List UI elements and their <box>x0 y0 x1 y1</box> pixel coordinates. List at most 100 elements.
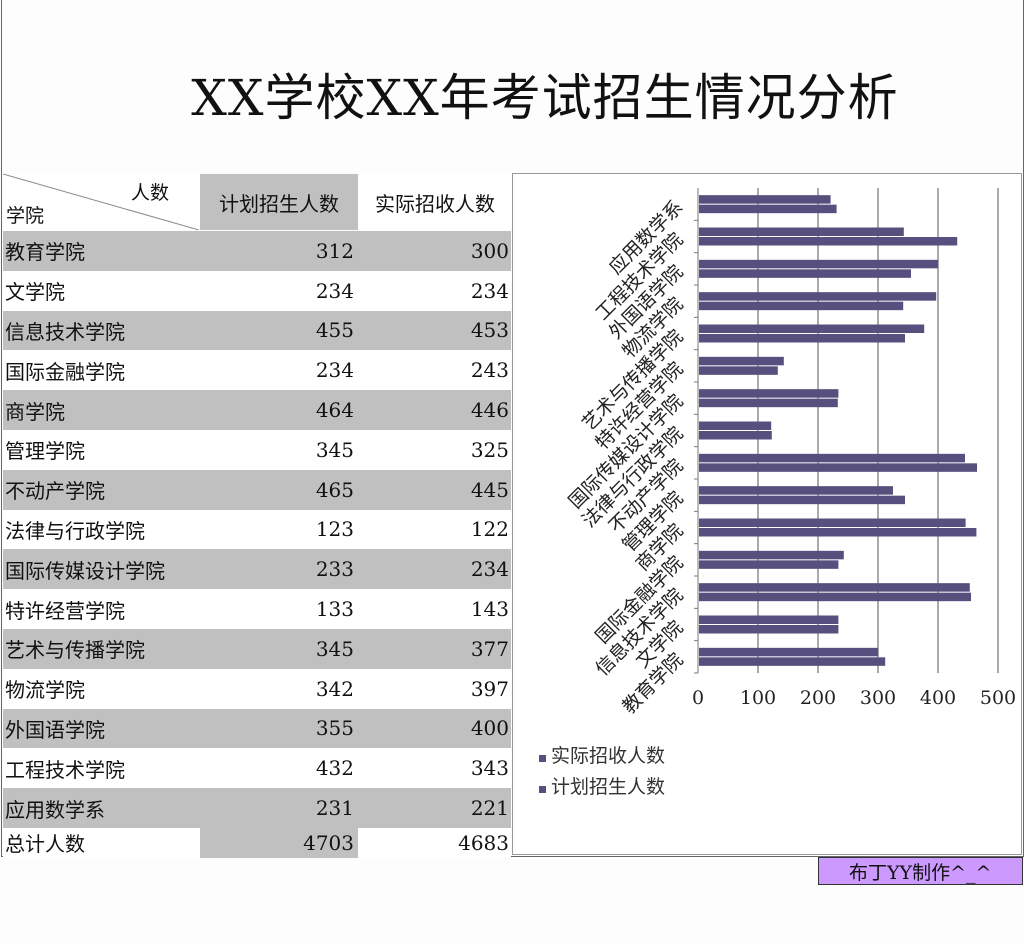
table-row: 艺术与传播学院 345 377 <box>3 628 511 669</box>
legend-swatch <box>539 755 546 762</box>
table-row: 国际金融学院 234 243 <box>3 350 511 391</box>
legend-swatch <box>539 786 546 793</box>
total-actual-cell: 4683 <box>358 827 511 858</box>
bar-actual <box>699 486 893 495</box>
bar-actual <box>699 324 925 333</box>
bar-actual <box>699 550 844 560</box>
bar-actual <box>699 389 839 398</box>
table-row: 国际传媒设计学院 233 234 <box>3 549 511 590</box>
corner-diagonal <box>3 174 199 230</box>
x-tick-label: 500 <box>980 687 1016 709</box>
bar-actual <box>699 227 904 236</box>
plan-count-cell: 464 <box>200 390 358 430</box>
legend-label: 计划招生人数 <box>551 776 665 798</box>
bar-actual <box>699 453 965 463</box>
bar-actual <box>699 583 970 592</box>
credit-badge: 布丁YY制作^_^ <box>818 857 1023 885</box>
bar-plan <box>699 366 778 375</box>
table-row: 特许经营学院 133 143 <box>3 589 511 629</box>
plan-count-cell: 133 <box>200 589 358 629</box>
bar-plan <box>699 560 839 569</box>
bar-actual <box>699 421 772 430</box>
actual-count-cell: 397 <box>358 668 511 709</box>
college-name-cell: 不动产学院 <box>3 469 200 510</box>
actual-count-cell: 377 <box>358 628 511 669</box>
bar-plan <box>699 528 977 537</box>
bar-plan <box>699 301 904 311</box>
bar-actual <box>699 292 937 301</box>
bar-plan <box>699 237 958 246</box>
bar-actual <box>699 259 938 269</box>
table-total-row: 总计人数 4703 4683 <box>3 827 511 858</box>
plan-count-cell: 312 <box>200 231 358 271</box>
actual-count-cell: 234 <box>358 270 511 311</box>
bar-plan <box>699 334 905 343</box>
actual-count-cell: 221 <box>358 788 511 828</box>
plan-count-cell: 355 <box>200 708 358 749</box>
bar-plan <box>699 592 971 602</box>
plan-count-cell: 465 <box>200 469 358 510</box>
plan-count-cell: 234 <box>200 270 358 311</box>
college-name-cell: 法律与行政学院 <box>3 509 200 550</box>
actual-count-cell: 234 <box>358 549 511 590</box>
legend-label: 实际招收人数 <box>551 745 665 767</box>
college-name-cell: 文学院 <box>3 270 200 311</box>
bar-plan <box>699 204 837 214</box>
actual-count-cell: 143 <box>358 589 511 629</box>
bar-actual <box>699 518 966 527</box>
bar-chart: 0 100 200 300 400 500 教育学院 文学院 信息技术学院 国际金融学院 商学院 管理… <box>512 173 1022 855</box>
actual-count-cell: 400 <box>358 708 511 749</box>
total-plan-cell: 4703 <box>200 827 358 858</box>
bar-plan <box>699 463 977 472</box>
actual-count-cell: 325 <box>358 429 511 470</box>
total-label-cell: 总计人数 <box>3 827 200 858</box>
actual-count-cell: 300 <box>358 231 511 271</box>
bar-plan <box>699 398 838 408</box>
bar-actual <box>699 195 831 204</box>
college-name-cell: 艺术与传播学院 <box>3 628 200 669</box>
college-name-cell: 特许经营学院 <box>3 589 200 629</box>
college-name-cell: 工程技术学院 <box>3 748 200 789</box>
x-tick-label: 200 <box>800 687 836 709</box>
table-row: 教育学院 312 300 <box>3 231 511 271</box>
plan-count-cell: 345 <box>200 628 358 669</box>
x-tick-label: 100 <box>740 687 776 709</box>
table-row: 管理学院 345 325 <box>3 429 511 470</box>
bar-plan <box>699 657 886 666</box>
actual-count-cell: 343 <box>358 748 511 789</box>
plan-count-cell: 432 <box>200 748 358 789</box>
college-name-cell: 应用数学系 <box>3 788 200 828</box>
table-row: 应用数学系 231 221 <box>3 788 511 828</box>
bar-plan <box>699 431 772 440</box>
enrollment-table: 教育学院 312 300 文学院 234 234 信息技术学院 455 453 国际金融学院 234… <box>3 231 511 858</box>
table-row: 文学院 234 234 <box>3 270 511 311</box>
page-title: XX学校XX年考试招生情况分析 <box>191 69 899 127</box>
x-tick-label: 300 <box>860 687 896 709</box>
table-row: 工程技术学院 432 343 <box>3 748 511 789</box>
table-row: 商学院 464 446 <box>3 390 511 430</box>
college-name-cell: 外国语学院 <box>3 708 200 749</box>
corner-label-count: 人数 <box>130 182 169 204</box>
plan-count-cell: 342 <box>200 668 358 709</box>
chart-svg: 0 100 200 300 400 500教育学院文学院信息技术学院国际金融学院商学院管理… <box>539 188 1016 798</box>
column-header-actual: 实际招收人数 <box>359 174 511 230</box>
x-tick-label: 0 <box>692 687 704 709</box>
table-row: 法律与行政学院 123 122 <box>3 509 511 550</box>
actual-count-cell: 445 <box>358 469 511 510</box>
actual-count-cell: 453 <box>358 310 511 351</box>
bar-plan <box>699 269 911 278</box>
actual-count-cell: 243 <box>358 350 511 391</box>
x-tick-label: 400 <box>920 687 956 709</box>
bar-actual <box>699 647 878 657</box>
actual-count-cell: 122 <box>358 509 511 550</box>
college-name-cell: 信息技术学院 <box>3 310 200 351</box>
bar-plan <box>699 495 905 505</box>
plan-count-cell: 234 <box>200 350 358 391</box>
table-corner-header: 人数 学院 <box>3 174 199 230</box>
plan-count-cell: 345 <box>200 429 358 470</box>
column-header-plan: 计划招生人数 <box>200 174 358 230</box>
table-row: 外国语学院 355 400 <box>3 708 511 749</box>
college-name-cell: 国际传媒设计学院 <box>3 549 200 590</box>
plan-count-cell: 231 <box>200 788 358 828</box>
college-name-cell: 物流学院 <box>3 668 200 709</box>
